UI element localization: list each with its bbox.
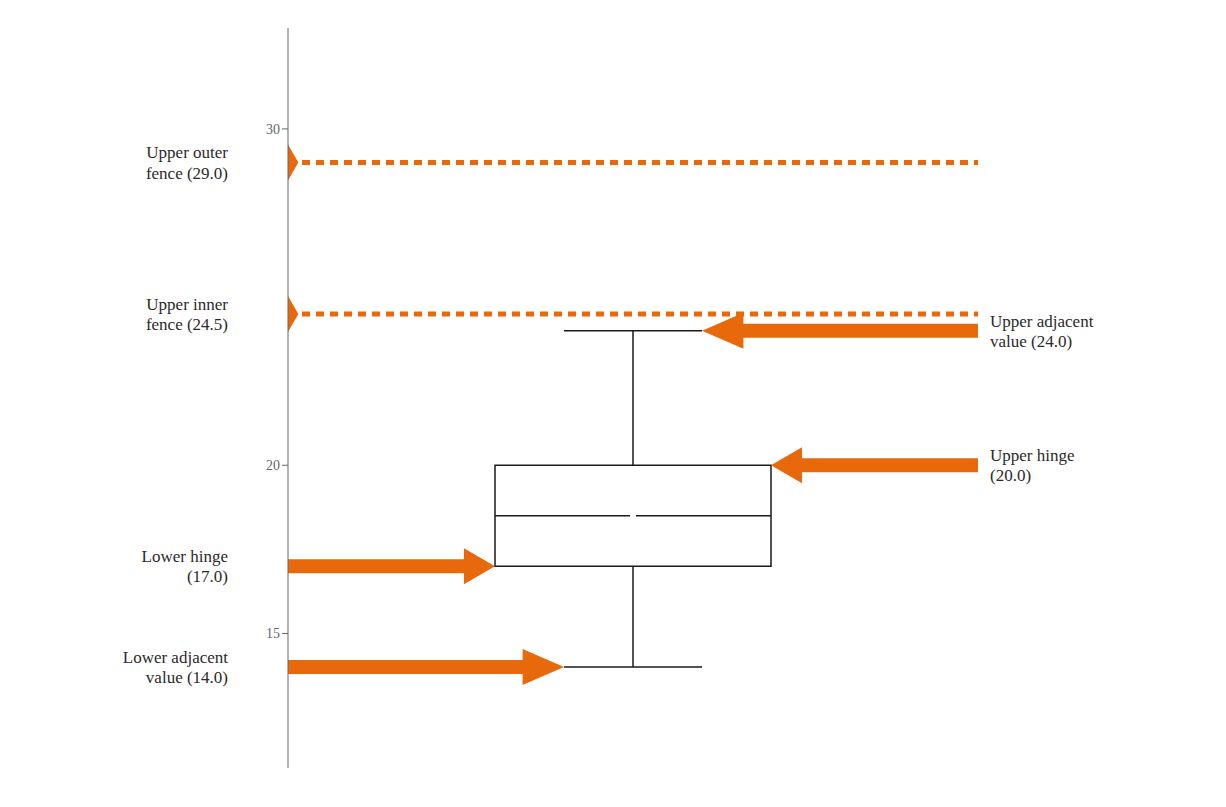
svg-text:20: 20 (266, 458, 280, 473)
svg-text:Upper adjacentvalue (24.0): Upper adjacentvalue (24.0) (990, 311, 1094, 350)
svg-text:Lower adjacentvalue (14.0): Lower adjacentvalue (14.0) (123, 647, 229, 686)
svg-text:15: 15 (266, 626, 280, 641)
svg-text:Lower hinge(17.0): Lower hinge(17.0) (142, 546, 228, 585)
svg-text:Upper innerfence (24.5): Upper innerfence (24.5) (146, 294, 228, 333)
svg-text:Upper outerfence (29.0): Upper outerfence (29.0) (146, 143, 228, 182)
svg-text:Upper hinge(20.0): Upper hinge(20.0) (990, 446, 1075, 485)
svg-text:30: 30 (266, 122, 280, 137)
